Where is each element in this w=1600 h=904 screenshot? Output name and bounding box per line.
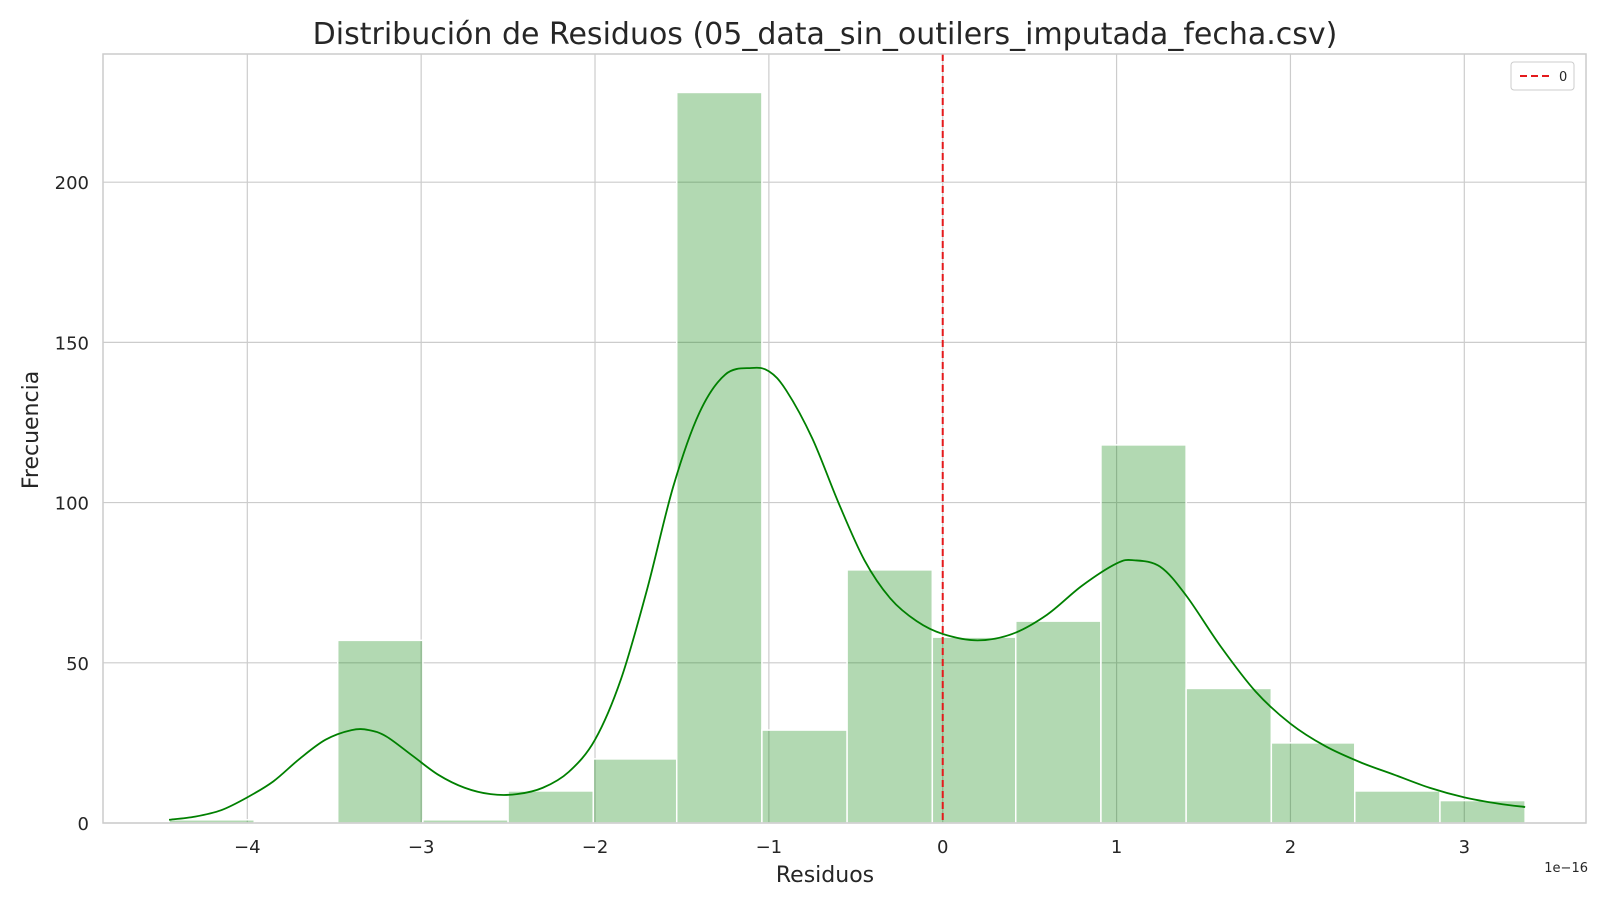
- x-tick-label-5: 1: [1111, 837, 1122, 858]
- x-tick-label-6: 2: [1285, 837, 1296, 858]
- x-tick-label-0: −4: [234, 837, 261, 858]
- histogram-bar-13: [1270, 742, 1356, 824]
- histogram-bar-14: [1354, 790, 1441, 824]
- plot-frame: [102, 53, 1587, 824]
- x-axis-label: Residuos: [776, 863, 874, 888]
- kde-density-curve: [168, 366, 1526, 821]
- axes-frame: [102, 53, 1587, 824]
- x-tick-label-4: 0: [937, 837, 948, 858]
- y-tick-label-4: 200: [55, 173, 89, 194]
- y-tick-label-0: 0: [78, 814, 89, 835]
- x-tick-label-3: −1: [756, 837, 783, 858]
- legend-entry-label: 0: [1559, 70, 1567, 85]
- histogram-bar-12: [1185, 687, 1273, 824]
- tick-labels: −4 −3 −2 −1 0 1 2 3 0 50 100 150 200: [55, 173, 1470, 858]
- y-tick-label-2: 100: [55, 494, 89, 515]
- histogram-bar-7: [761, 729, 848, 824]
- legend: 0: [1510, 61, 1575, 91]
- grid-layer: [103, 54, 1586, 824]
- histogram-bar-8: [846, 569, 934, 824]
- histogram-bar-5: [592, 758, 678, 824]
- histogram-bar-2: [336, 639, 424, 824]
- x-axis-offset-label: 1e−16: [1544, 861, 1588, 876]
- histogram-bar-15: [1439, 799, 1526, 824]
- y-tick-label-1: 50: [66, 654, 89, 675]
- x-tick-label-1: −3: [408, 837, 435, 858]
- x-tick-label-2: −2: [582, 837, 609, 858]
- histogram-bar-11: [1100, 444, 1187, 824]
- bars-layer: [168, 91, 1526, 824]
- histogram-bar-9: [931, 636, 1017, 824]
- chart-title: Distribución de Residuos (05_data_sin_ou…: [313, 17, 1338, 52]
- y-axis-label: Frecuencia: [19, 371, 44, 489]
- y-tick-label-3: 150: [55, 333, 89, 354]
- histogram-bar-10: [1014, 620, 1102, 824]
- histogram-bar-4: [507, 790, 595, 824]
- x-tick-label-7: 3: [1459, 837, 1470, 858]
- histogram-bar-6: [675, 91, 763, 824]
- kde-layer: [168, 366, 1526, 821]
